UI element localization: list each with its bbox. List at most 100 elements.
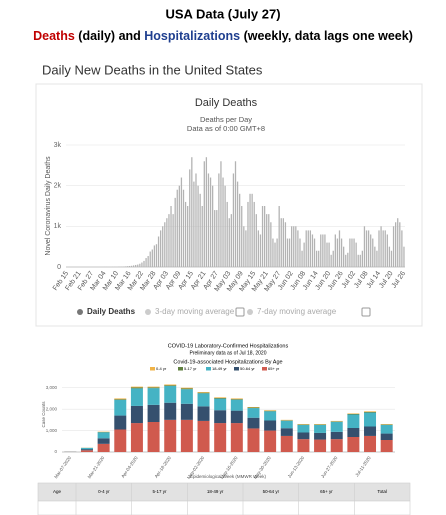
bar	[203, 161, 205, 267]
bar-segment	[164, 402, 177, 420]
bar	[143, 260, 145, 267]
bar-segment	[147, 422, 160, 452]
legend-label: 0-4 yr	[156, 366, 167, 371]
bar-segment	[114, 399, 127, 400]
bar	[276, 238, 278, 267]
bar	[278, 206, 280, 267]
x-tick-label: Mar-21-2020	[87, 455, 106, 479]
bar-segment	[347, 413, 360, 414]
bar	[174, 197, 176, 267]
bar	[195, 173, 197, 267]
bar	[347, 252, 349, 267]
bar-segment	[364, 411, 377, 412]
bar-segment	[114, 398, 127, 400]
bar	[168, 214, 170, 267]
bar-segment	[197, 393, 210, 407]
bar-segment	[230, 398, 243, 400]
legend-swatch	[178, 367, 183, 371]
bar	[380, 226, 382, 267]
bar-segment	[380, 440, 393, 452]
bar	[153, 245, 156, 267]
bar-segment	[114, 429, 127, 452]
bar	[187, 206, 189, 267]
y-axis-label: Case Counts	[41, 401, 46, 428]
subtitle-part: (weekly, data lags one week)	[240, 29, 413, 43]
bar-segment	[214, 397, 227, 398]
bar-segment	[180, 389, 193, 404]
bar	[392, 226, 395, 267]
bar	[382, 230, 384, 267]
bar-segment	[264, 411, 277, 421]
bar	[251, 193, 253, 267]
bar	[180, 177, 183, 267]
bar-segment	[247, 408, 260, 418]
bar-segment	[164, 419, 177, 452]
bar-segment	[314, 425, 327, 433]
bar	[245, 230, 247, 267]
bar-segment	[364, 412, 377, 427]
bar	[309, 230, 312, 267]
legend-label: 5-17 yr	[184, 366, 197, 371]
bar	[361, 250, 364, 267]
bar	[247, 201, 249, 267]
bar	[126, 266, 128, 267]
y-tick-label: 0	[54, 449, 57, 454]
bar	[372, 238, 374, 267]
bar-segment	[330, 439, 343, 452]
legend-checkbox[interactable]	[361, 307, 371, 317]
bar	[274, 242, 276, 267]
bar	[336, 238, 339, 267]
bar	[193, 181, 195, 267]
bar-segment	[130, 387, 143, 389]
bar	[299, 238, 301, 267]
bar	[363, 226, 366, 267]
bar-segment	[147, 386, 160, 388]
bar	[191, 157, 193, 267]
bar-segment	[247, 417, 260, 429]
bar	[394, 222, 397, 267]
bar	[149, 251, 151, 267]
bar	[305, 230, 307, 267]
bar	[322, 234, 324, 267]
bar	[351, 238, 353, 267]
bar	[137, 264, 139, 267]
bar-segment	[197, 392, 210, 393]
bar	[176, 189, 178, 267]
legend-marker	[247, 309, 253, 315]
bar-segment	[180, 419, 193, 452]
bar	[164, 222, 166, 267]
bar	[141, 262, 143, 267]
bar	[243, 226, 245, 267]
bar	[234, 161, 237, 267]
bar	[313, 238, 316, 267]
legend-checkbox[interactable]	[235, 307, 245, 317]
chart-title: COVID-19 Laboratory-Confirmed Hospitaliz…	[168, 343, 289, 349]
subtitle-part: Deaths	[33, 29, 75, 43]
bar	[222, 177, 224, 267]
bar	[216, 210, 218, 267]
bar	[255, 214, 257, 267]
legend-label: 7-day moving average	[257, 307, 337, 316]
bar-segment	[264, 430, 277, 452]
bar-segment	[180, 403, 193, 420]
bar	[182, 189, 185, 267]
bar-segment	[114, 415, 127, 430]
bar	[236, 181, 239, 267]
chart-title: Daily Deaths	[195, 97, 258, 109]
bar	[286, 238, 289, 267]
bar	[139, 263, 141, 267]
table-header-cell: 0-4 yr	[98, 489, 110, 494]
bar	[293, 226, 295, 267]
bar-segment	[164, 386, 177, 403]
table-header-cell: 50-64 yr	[263, 489, 280, 494]
bar-segment	[97, 438, 110, 444]
bar	[332, 250, 334, 267]
bar	[376, 250, 378, 267]
bar	[199, 193, 201, 267]
bar	[253, 201, 255, 267]
page-subtitle: Deaths (daily) and Hospitalizations (wee…	[33, 29, 413, 43]
bar	[353, 238, 355, 267]
legend-swatch	[234, 367, 239, 371]
bar-segment	[330, 431, 343, 440]
bar-segment	[247, 407, 260, 409]
